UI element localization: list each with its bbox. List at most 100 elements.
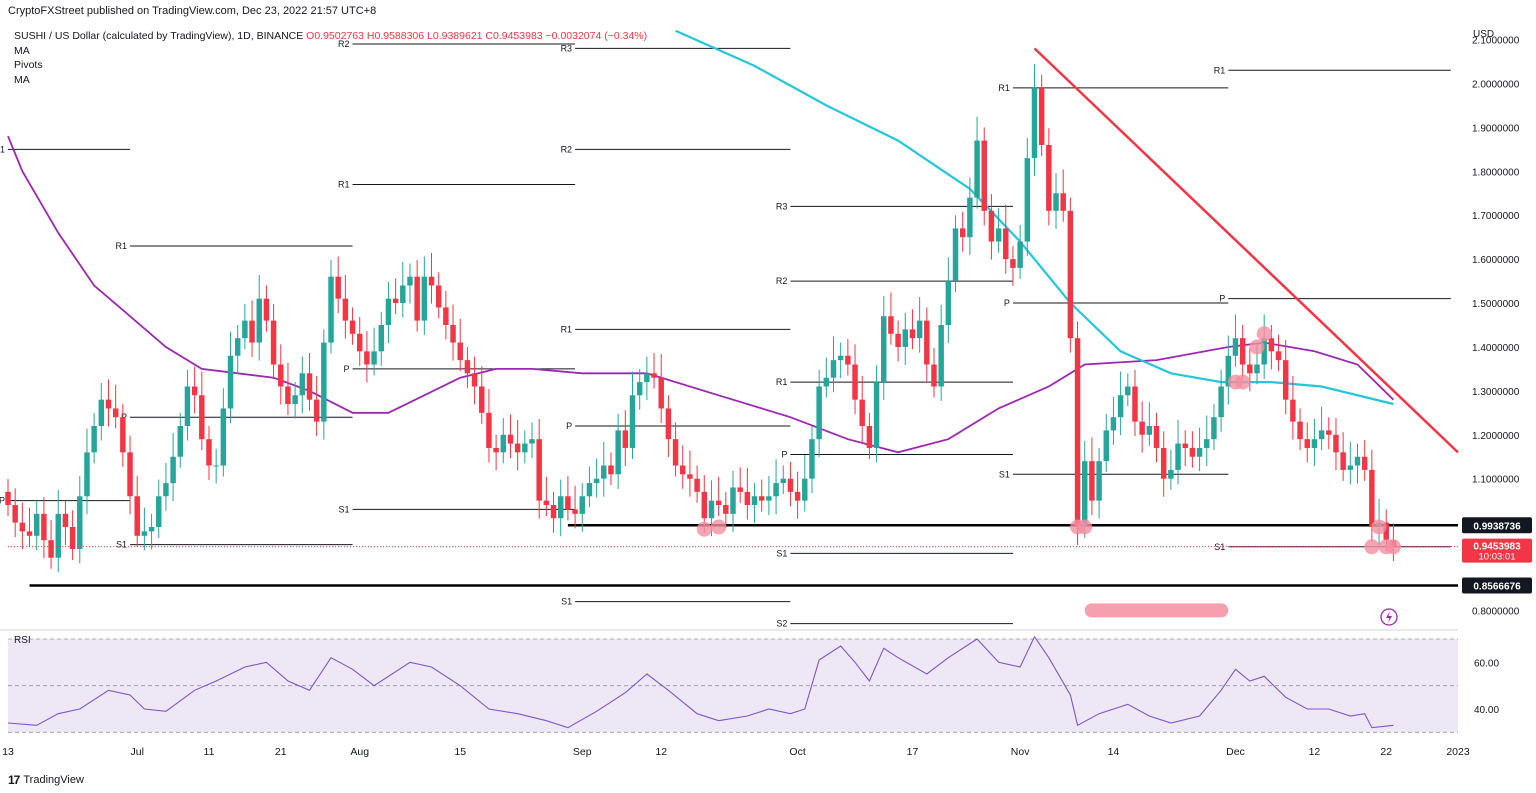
candle-body xyxy=(421,276,428,321)
candle-body xyxy=(601,465,607,479)
highlight-circle xyxy=(1385,539,1401,555)
pivot-label: R3 xyxy=(561,43,573,53)
candle-body xyxy=(385,298,392,325)
candle-body xyxy=(335,276,341,299)
pivot-label: S1 xyxy=(999,469,1010,479)
highlight-circle xyxy=(1249,339,1265,355)
legend-pivots[interactable]: Pivots xyxy=(14,59,43,71)
candle-body xyxy=(1297,421,1303,440)
legend-ma-2[interactable]: MA xyxy=(14,73,30,86)
pivot-label: P xyxy=(0,496,5,506)
candle-body xyxy=(572,509,578,514)
candle-body xyxy=(514,443,521,453)
candle-body xyxy=(543,500,550,506)
candle-body xyxy=(766,496,772,501)
candle-body xyxy=(988,210,995,242)
candle-body xyxy=(148,527,155,532)
legend-ma-1[interactable]: MA xyxy=(14,44,30,57)
candle-body xyxy=(938,325,944,387)
candle-body xyxy=(952,228,959,282)
candle-body xyxy=(579,496,585,514)
candle-body xyxy=(809,439,815,479)
x-tick-label: Aug xyxy=(350,746,369,758)
candle-body xyxy=(1290,399,1296,422)
symbol-title[interactable]: SUSHI / US Dollar (calculated by Trading… xyxy=(14,30,304,42)
candle-body xyxy=(364,351,370,365)
x-tick-label: 17 xyxy=(907,746,919,758)
candle-body xyxy=(263,298,270,321)
candle-body xyxy=(191,386,198,396)
candle-body xyxy=(1168,469,1174,479)
candle-body xyxy=(780,478,786,484)
candle-body xyxy=(450,325,456,343)
candle-body xyxy=(220,408,227,466)
price-panel: R1 P R1 P S1 R2 R1 P S1 R3 R2 R1 P S1 R3 R2 R1 P S1 S2 R1 P S1… xyxy=(0,29,1459,631)
candle-body xyxy=(1160,447,1167,479)
ohlc-values: O0.9502763 H0.9588306 L0.9389621 C0.9453… xyxy=(306,30,648,42)
ma-purple-line xyxy=(7,135,1395,454)
y-tick-label: 1.2000000 xyxy=(1472,431,1520,442)
candle-body xyxy=(12,505,18,523)
highlight-circle xyxy=(1371,519,1387,535)
candle-body xyxy=(1318,430,1325,440)
candle-body xyxy=(321,342,327,422)
candle-body xyxy=(1003,228,1009,260)
tradingview-brand[interactable]: 17 TradingView xyxy=(8,773,84,787)
candle-body xyxy=(1153,426,1160,448)
pivot-label: R2 xyxy=(561,144,573,154)
candle-body xyxy=(1125,386,1131,396)
candle-body xyxy=(77,496,83,549)
candle-body xyxy=(758,496,765,501)
highlight-circle xyxy=(1077,519,1093,535)
candle-body xyxy=(737,487,743,492)
candle-body xyxy=(557,496,564,519)
candle-body xyxy=(1326,430,1332,435)
candle-body xyxy=(794,491,801,501)
candle-body xyxy=(84,452,90,497)
y-tick-label: 1.3000000 xyxy=(1472,387,1520,398)
candle-body xyxy=(1282,360,1289,400)
candle-body xyxy=(1117,395,1124,418)
pivot-label: R3 xyxy=(776,201,788,211)
chart-legend: SUSHI / US Dollar (calculated by Trading… xyxy=(14,29,647,87)
highlight-circle xyxy=(696,521,712,537)
rsi-line xyxy=(7,635,1394,729)
candle-body xyxy=(141,531,148,536)
candle-body xyxy=(163,483,169,497)
rsi-tick-label: 60.00 xyxy=(1474,658,1499,669)
candle-body xyxy=(1053,193,1059,211)
candle-body xyxy=(1082,461,1088,527)
candle-body xyxy=(1182,443,1188,448)
candle-body xyxy=(256,298,262,343)
candle-body xyxy=(19,522,26,532)
pivot-label: S2 xyxy=(776,619,787,629)
x-tick-label: Oct xyxy=(789,746,805,758)
pivot-label: P xyxy=(566,421,572,431)
x-tick-label: 14 xyxy=(1108,746,1120,758)
price-tag-label: 0.8566676 xyxy=(1473,582,1521,593)
price-tag-bg xyxy=(1462,577,1532,594)
y-tick-label: 1.9000000 xyxy=(1472,123,1520,134)
candle-body xyxy=(852,364,858,400)
candle-body xyxy=(486,412,492,448)
candle-body xyxy=(651,373,657,378)
y-tick-label: 2.1000000 xyxy=(1472,36,1520,47)
candle-body xyxy=(471,373,478,387)
pivot-label: S1 xyxy=(1214,542,1225,552)
pivot-label: S1 xyxy=(561,597,572,607)
candle-body xyxy=(1254,364,1260,374)
candle-body xyxy=(1060,193,1066,211)
candle-body xyxy=(1074,338,1081,527)
pivot-label: R1 xyxy=(776,377,788,387)
candle-body xyxy=(5,491,11,506)
candle-body xyxy=(328,276,334,343)
candle-body xyxy=(1010,259,1016,268)
candle-body xyxy=(1239,338,1246,365)
candle-body xyxy=(586,483,593,497)
candle-body xyxy=(529,439,535,444)
candle-body xyxy=(1347,465,1354,470)
candle-body xyxy=(134,496,140,536)
candle-body xyxy=(1383,522,1389,541)
pivot-label: R2 xyxy=(776,276,788,286)
candle-body xyxy=(744,491,751,506)
